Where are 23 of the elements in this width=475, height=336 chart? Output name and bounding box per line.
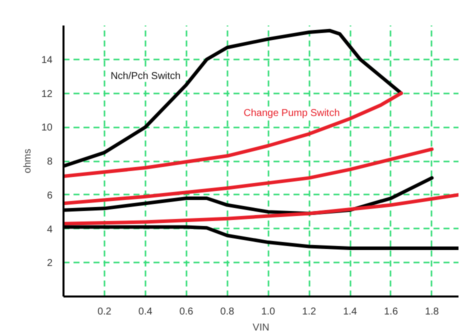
line-series xyxy=(64,92,403,178)
y-tick-label: 14 xyxy=(41,54,53,66)
x-tick-label: 0.4 xyxy=(138,306,153,318)
y-tick-label: 8 xyxy=(46,156,53,168)
y-axis-title: ohms xyxy=(22,148,34,174)
x-tick-label: 1.6 xyxy=(384,306,398,318)
y-tick-label: 4 xyxy=(46,224,53,236)
x-tick-label: 0.2 xyxy=(97,306,112,318)
line-series xyxy=(64,147,434,206)
x-tick-label: 0.6 xyxy=(179,306,194,318)
x-tick-label: 1.0 xyxy=(261,306,276,318)
x-tick-label: 1.2 xyxy=(302,306,316,318)
annotation: Nch/Pch Switch xyxy=(110,70,181,82)
y-tick-label: 6 xyxy=(46,190,53,202)
x-axis-title: VIN xyxy=(252,322,270,334)
x-tick-label: 1.4 xyxy=(343,306,358,318)
line-series xyxy=(64,193,458,226)
x-tick-label: 0.8 xyxy=(220,306,235,318)
y-tick-label: 12 xyxy=(41,88,53,100)
y-tick-label: 10 xyxy=(41,122,53,134)
x-tick-label: 1.8 xyxy=(424,306,440,318)
annotation: Change Pump Switch xyxy=(244,108,340,120)
y-tick-label: 2 xyxy=(46,258,53,270)
